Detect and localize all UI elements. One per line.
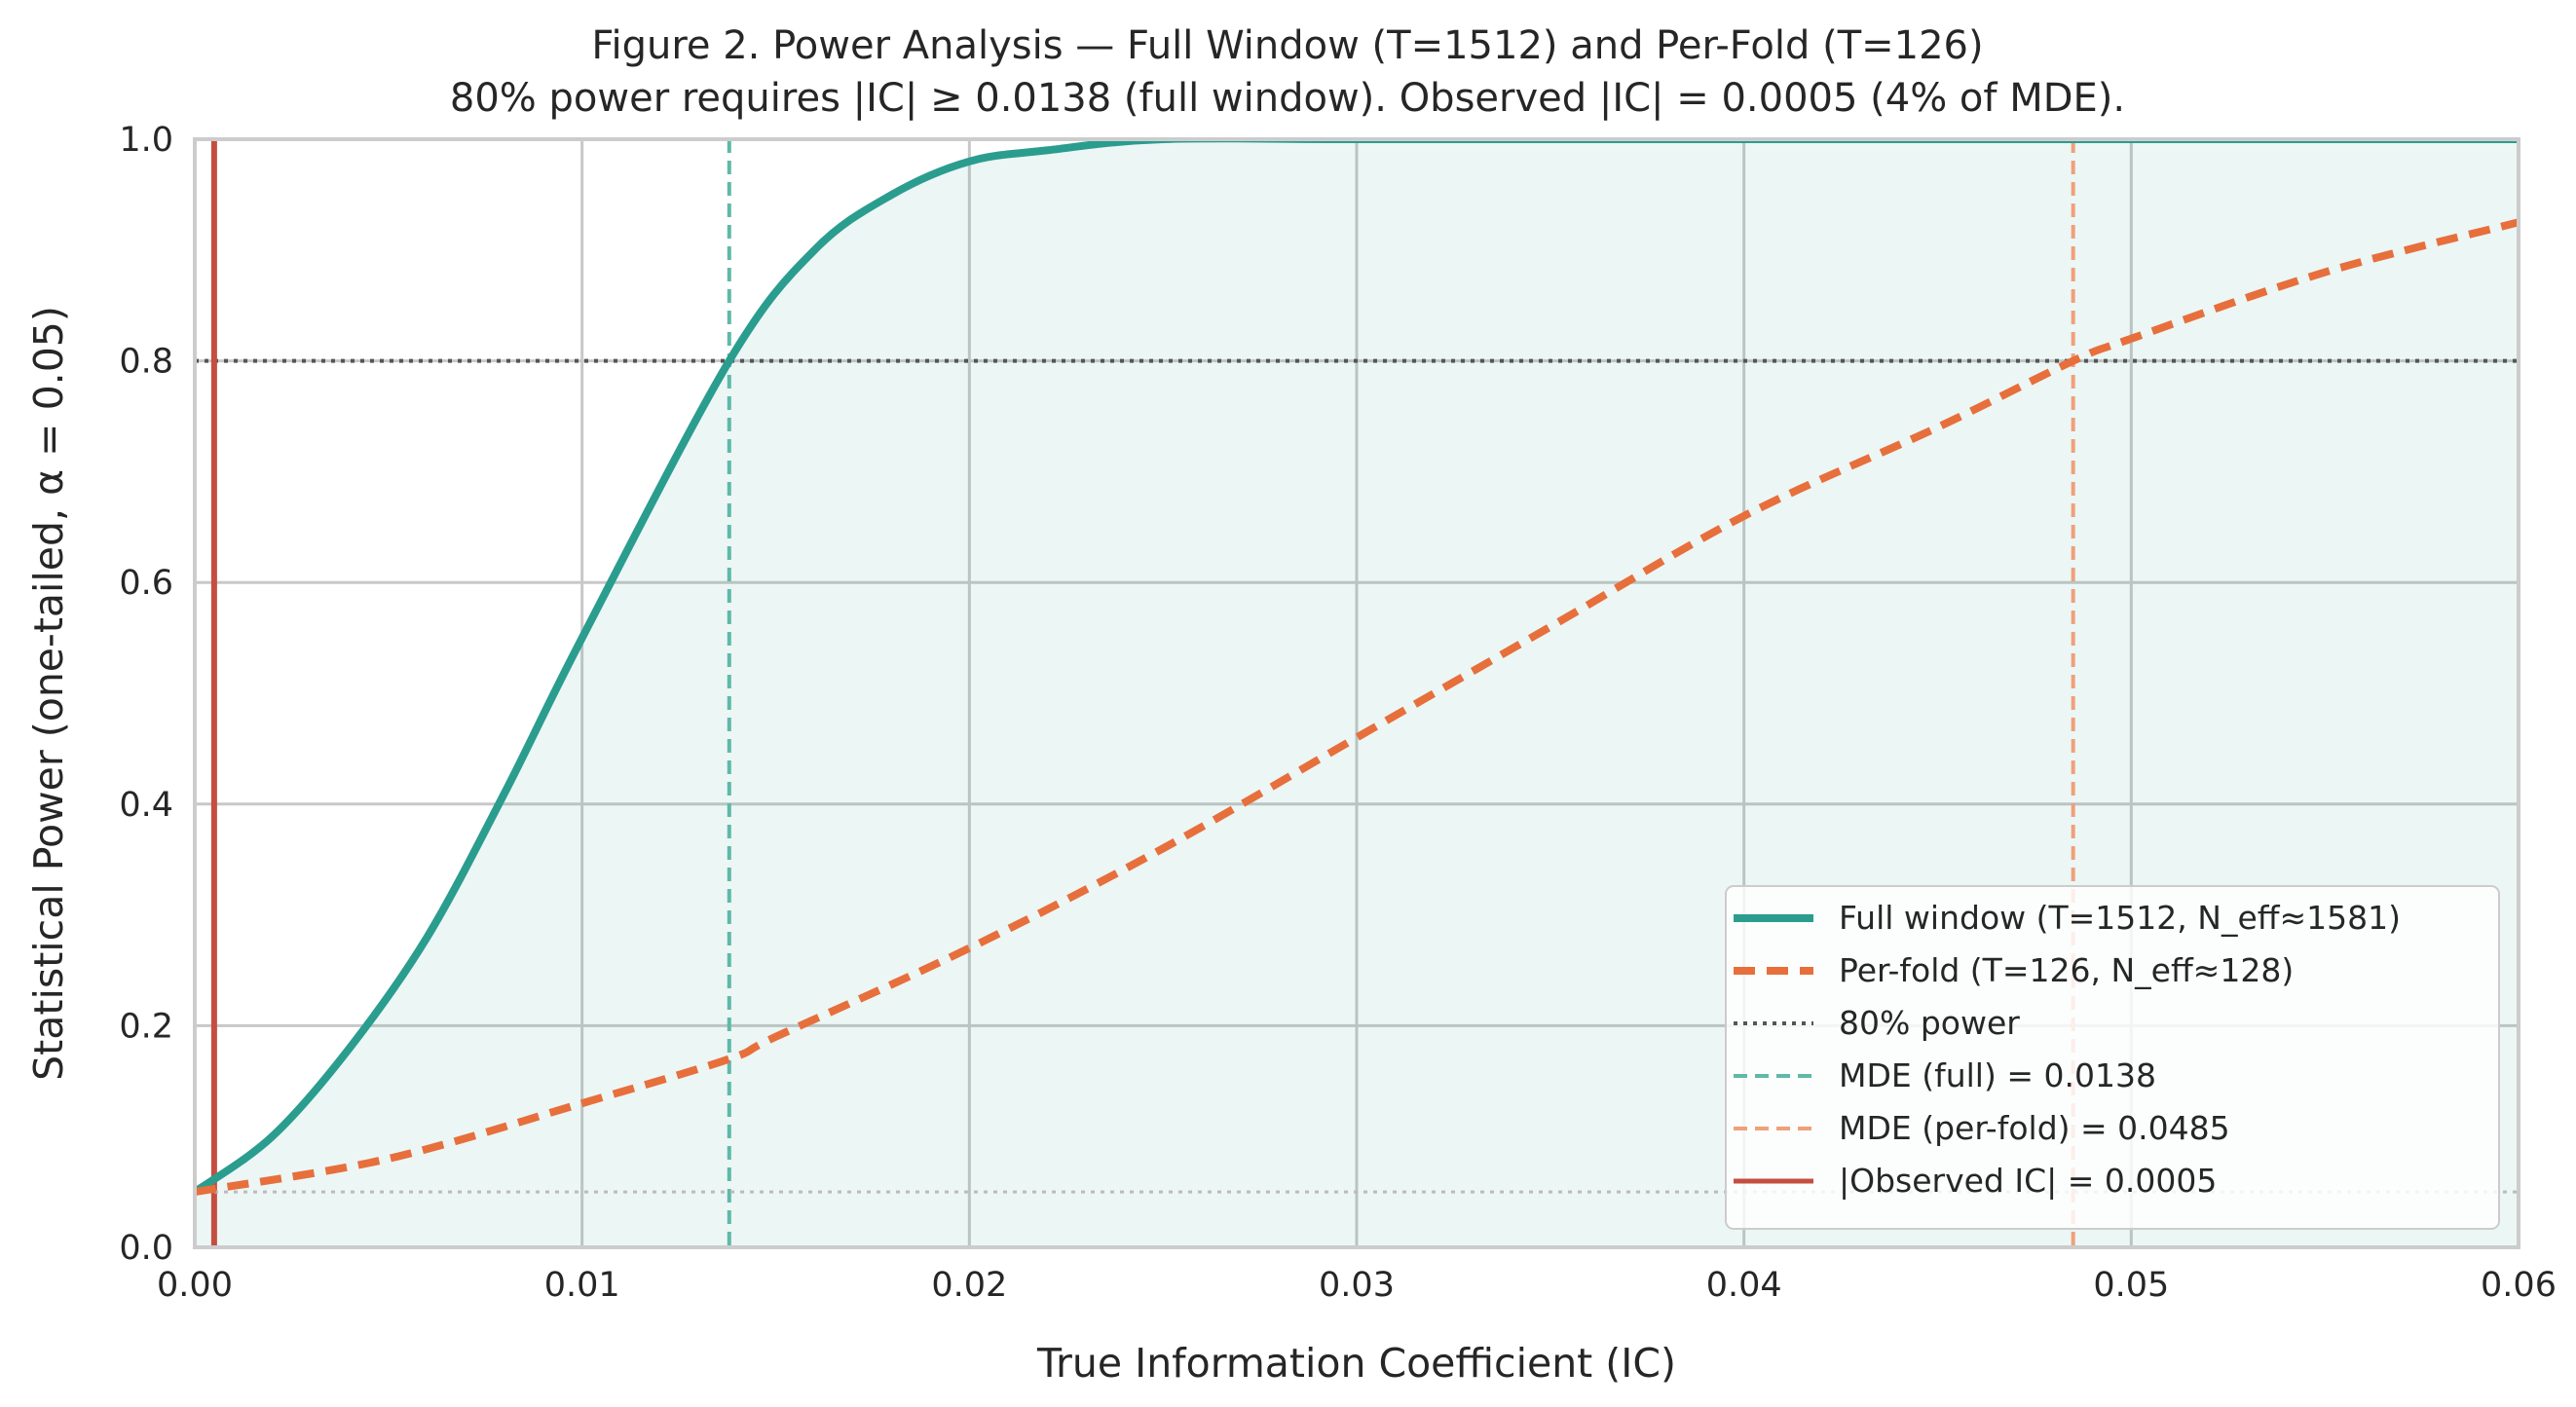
legend-label: MDE (per-fold) = 0.0485 [1839, 1109, 2230, 1147]
y-tick-label: 0.8 [119, 343, 173, 382]
x-tick-label: 0.01 [544, 1266, 620, 1305]
x-tick-label: 0.04 [1706, 1266, 1782, 1305]
x-tick-label: 0.06 [2481, 1266, 2557, 1305]
series-line-1 [195, 218, 2519, 1197]
legend-box [1725, 885, 2500, 1230]
x-tick-label: 0.00 [157, 1266, 233, 1305]
y-tick-label: 0.0 [119, 1229, 173, 1268]
x-tick-label: 0.05 [2093, 1266, 2169, 1305]
y-tick-labels: 0.0 0.2 0.4 0.6 0.8 1.0 [119, 121, 173, 1268]
legend: Full window (T=1512, N_eff≈1581) Per-fold… [1725, 885, 2500, 1230]
legend-label: Full window (T=1512, N_eff≈1581) [1839, 899, 2401, 937]
y-tick-label: 0.2 [119, 1007, 173, 1046]
x-tick-label: 0.03 [1319, 1266, 1395, 1305]
y-tick-label: 0.6 [119, 564, 173, 603]
y-axis-label: Statistical Power (one-tailed, α = 0.05) [25, 306, 72, 1081]
legend-label: MDE (full) = 0.0138 [1839, 1056, 2156, 1094]
x-tick-labels: 0.00 0.01 0.02 0.03 0.04 0.05 0.06 [157, 1266, 2557, 1305]
legend-label: 80% power [1839, 1004, 2020, 1042]
chart-title: Figure 2. Power Analysis — Full Window (… [591, 23, 1983, 68]
plot-frame [193, 137, 2520, 1249]
y-tick-label: 1.0 [119, 121, 173, 160]
legend-label: Per-fold (T=126, N_eff≈128) [1839, 951, 2294, 989]
x-axis-label: True Information Coefficient (IC) [1036, 1340, 1676, 1387]
chart-subtitle: 80% power requires |IC| ≥ 0.0138 (full w… [450, 76, 2125, 121]
legend-label: |Observed IC| = 0.0005 [1839, 1162, 2217, 1200]
x-tick-label: 0.02 [931, 1266, 1007, 1305]
y-tick-label: 0.4 [119, 786, 173, 825]
